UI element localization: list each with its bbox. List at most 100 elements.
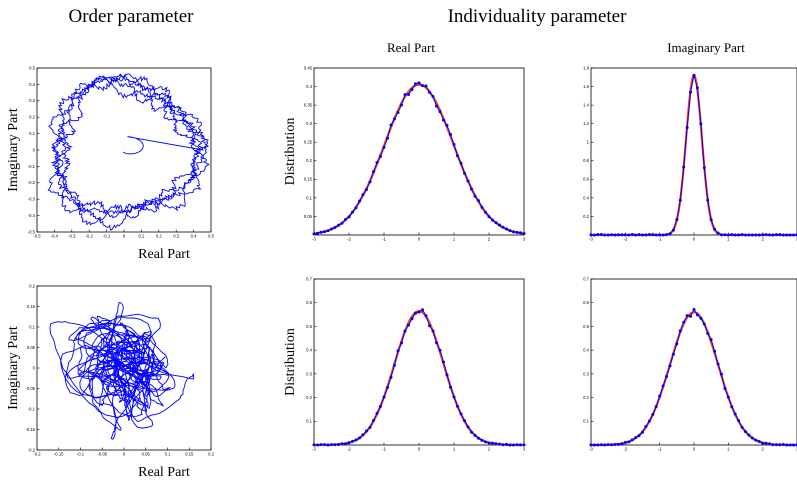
data-point — [522, 443, 526, 447]
data-point — [641, 430, 644, 434]
y-tick-label: 0.6 — [583, 300, 589, 305]
data-point — [333, 225, 337, 229]
x-tick-label: 1 — [727, 237, 730, 242]
x-tick-label: -0.4 — [51, 234, 59, 239]
data-point — [400, 103, 403, 107]
data-point — [692, 73, 696, 77]
data-point — [330, 227, 333, 231]
data-point — [515, 230, 519, 234]
data-point — [785, 443, 789, 447]
data-point — [403, 93, 407, 97]
y-tick-label: 0.1 — [583, 419, 589, 424]
data-point — [610, 443, 614, 447]
data-point — [312, 232, 316, 236]
x-tick-label: -3 — [312, 447, 316, 452]
x-tick-label: -1 — [658, 237, 662, 242]
x-tick-label: -0.15 — [54, 452, 64, 457]
data-point — [403, 329, 407, 333]
x-tick-label: -0.2 — [33, 452, 41, 457]
data-point — [768, 233, 772, 237]
data-point — [695, 86, 699, 90]
data-point — [785, 233, 789, 237]
data-point — [713, 227, 717, 231]
data-point — [382, 395, 386, 399]
y-tick-label: 1.8 — [583, 65, 589, 70]
data-point — [723, 387, 727, 391]
data-point — [754, 438, 758, 442]
data-point — [512, 230, 515, 234]
data-point — [365, 188, 368, 192]
data-point — [682, 165, 686, 169]
data-point — [449, 385, 452, 389]
y-tick-label: 0.6 — [583, 177, 589, 182]
x-tick-label: 0.2 — [156, 234, 162, 239]
data-point — [613, 233, 617, 237]
data-point — [410, 317, 414, 321]
data-point — [644, 233, 648, 237]
y-tick-label: 0.4 — [306, 84, 312, 89]
x-tick-label: -3 — [589, 237, 593, 242]
x-tick-label: 3 — [796, 237, 797, 242]
data-point — [781, 233, 785, 237]
data-point — [505, 442, 508, 446]
data-point — [671, 352, 675, 356]
y-tick-label: 0.1 — [306, 195, 312, 200]
data-point — [651, 413, 655, 417]
data-point — [354, 438, 358, 442]
y-tick-label: 0.2 — [306, 395, 312, 400]
x-tick-label: 0 — [123, 234, 126, 239]
data-point — [414, 311, 417, 315]
data-point — [757, 440, 761, 444]
data-point — [396, 349, 400, 353]
data-point — [501, 443, 505, 447]
y-axis-label: Distribution — [283, 328, 298, 396]
y-tick-label: 0 — [33, 147, 36, 152]
data-point — [494, 221, 498, 225]
data-point — [716, 362, 720, 366]
data-point — [480, 438, 484, 442]
data-point — [491, 218, 494, 222]
y-tick-label: 0.2 — [583, 395, 589, 400]
x-tick-label: 1 — [727, 447, 730, 452]
y-tick-label: 0.4 — [583, 195, 589, 200]
data-point — [750, 233, 754, 237]
y-tick-label: 0.4 — [306, 348, 312, 353]
data-point — [768, 442, 772, 446]
y-tick-label: -0.5 — [28, 229, 36, 234]
data-point — [326, 229, 330, 233]
axes-frame — [36, 67, 212, 233]
y-tick-label: -0.1 — [28, 164, 36, 169]
y-tick-label: 0.1 — [306, 419, 312, 424]
y-tick-label: 0.6 — [306, 300, 312, 305]
data-point — [361, 193, 365, 197]
data-point — [508, 443, 512, 447]
data-point — [637, 233, 641, 237]
data-point — [466, 179, 470, 183]
data-point — [358, 199, 361, 203]
x-tick-label: -0.5 — [33, 234, 41, 239]
data-point — [719, 233, 723, 237]
y-tick-label: -0.05 — [25, 386, 35, 391]
data-point — [623, 440, 627, 444]
data-point — [730, 233, 734, 237]
data-point — [623, 233, 627, 237]
data-point — [389, 123, 393, 127]
data-point — [603, 443, 607, 447]
data-point — [630, 233, 634, 237]
x-tick-label: 2 — [761, 237, 764, 242]
data-point — [400, 341, 403, 345]
data-point — [375, 411, 379, 415]
data-point — [592, 443, 596, 447]
data-point — [761, 233, 765, 237]
x-tick-label: 0 — [123, 452, 126, 457]
data-point — [445, 373, 449, 377]
data-point — [668, 232, 672, 236]
column-header-imaginary: Imaginary Part — [667, 40, 745, 55]
data-point — [744, 233, 747, 237]
y-tick-label: 1.6 — [583, 84, 589, 89]
data-point — [379, 404, 382, 408]
data-point — [754, 233, 758, 237]
data-point — [431, 329, 435, 333]
data-point — [368, 180, 372, 184]
data-point — [508, 229, 512, 233]
